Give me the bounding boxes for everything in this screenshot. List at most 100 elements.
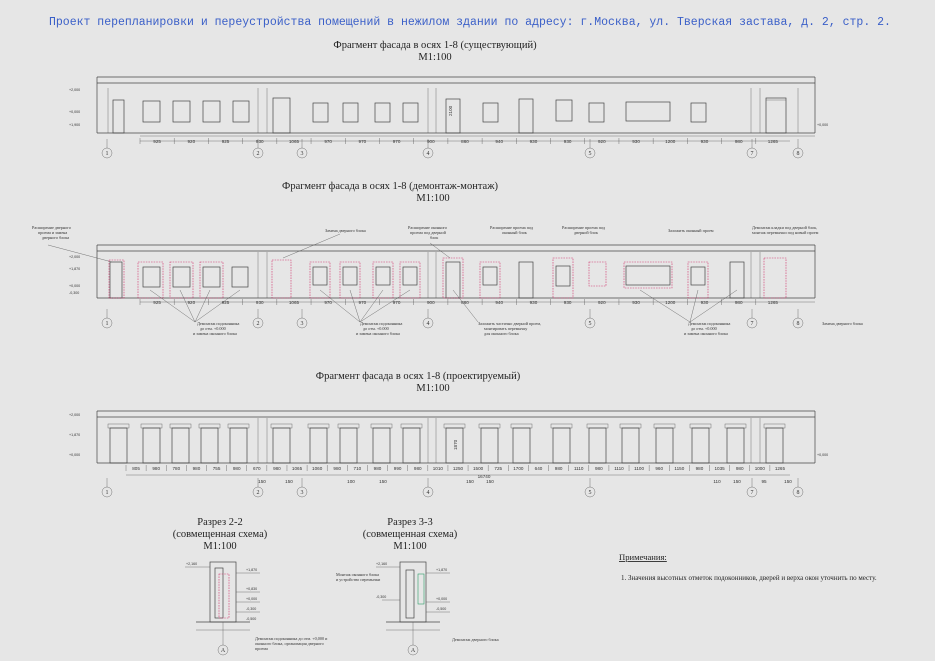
door-opening [552,427,571,464]
facade3-axis-bubble [296,486,308,498]
svg-text:М1:100: М1:100 [203,541,236,552]
facade3-dim-label: 1035 [714,466,725,471]
facade1-dim-label: 930 [632,139,640,144]
facade2-axis-bubble [584,317,596,329]
facade3-subdim-label: 150 [379,479,387,484]
door-opening [272,427,291,464]
note-door-partial-close: Заложить частично дверной проем, монтиров… [478,321,541,336]
facade3-dim-label: 780 [172,466,180,471]
section22-header: Разрез 2-2 (совмещенная схема) М1:100 [173,517,268,552]
note-sill-removal-2: Демонтаж подоконника до отм. +0.000 и заме… [356,321,402,336]
facade3-dimension-row: 805 980 780 980 755 980 670 980 1065 1060 980 710 98… [125,465,785,471]
svg-text:+0,000: +0,000 [436,597,447,601]
facade3-axis-label: 2 [257,490,260,496]
facade1-axis-row: 1 2 3 4 5 7 8 [101,139,804,159]
facade1-title: Фрагмент фасада в осях 1-8 (существующий… [333,40,537,51]
facade2-axis-label: 8 [797,321,800,327]
door-opening [588,427,607,464]
facade2-dim-label: 860 [461,300,469,305]
facade3-subdim-label: 150 [784,479,792,484]
facade2-axis-label: 1 [106,321,109,327]
facade2-dim-label: 970 [359,300,367,305]
facade1-axis-label: 5 [589,151,592,157]
facade3-axis-label: 8 [797,490,800,496]
facade1-axis-label: 4 [427,151,430,157]
door-opening [402,427,421,464]
facade3-title: Фрагмент фасада в осях 1-8 (проектируемы… [316,371,521,382]
facade1-levels: +2,000 +0,000 +1,900 +0,000 [69,88,828,127]
door-opening [309,427,328,464]
facade1-dim-label: 970 [324,139,332,144]
facade3-axis-label: 1 [106,490,109,496]
facade2-dim-label: 930 [530,300,538,305]
facade2-axis-bubble [296,317,308,329]
door-opening [512,427,531,464]
lintel [510,423,533,429]
facade3-axis-bubble [422,486,434,498]
facade3-total: 16740 [478,474,491,479]
facade1-dim-label: 940 [495,139,503,144]
facade3-dim-label: 710 [354,466,362,471]
facade2-dim-label: 930 [701,300,709,305]
facade2-levels: +2,000 +1,870 +0,000 -0,300 [69,255,80,295]
facade3-dim-label: 980 [233,466,241,471]
note-door-widen-left: Расширение дверного проема и замена дверно… [32,225,71,240]
facade3-axis-label: 5 [589,490,592,496]
facade2-scale: М1:100 [416,193,449,204]
note-widen-door: Расширение проема под дверной блок [562,225,606,235]
facade3-subdim-label: 150 [486,479,494,484]
facade3-axis-bubble [101,486,113,498]
facade3-dim-label: 1700 [513,466,524,471]
note-sill-removal-3: Демонтаж подоконника до отм. +0.000 и заме… [684,321,730,336]
facade3-dim-label: 755 [213,466,221,471]
facade2-axis-row: 1 2 3 4 5 7 8 [101,309,804,329]
door-opening [171,427,190,464]
door-opening [726,427,745,464]
lintel [198,423,221,429]
facade3-dim-label: 980 [273,466,281,471]
facade2-dim-label: 1065 [289,300,300,305]
facade3-dim-label: 980 [152,466,160,471]
facade3-axis-bubble [584,486,596,498]
facade1-dimension-row: 925 920 925 930 1065 970 970 970 900 860 940 930 930… [139,138,778,144]
facade3-dim-label: 1100 [634,466,644,471]
svg-text:+2,160: +2,160 [376,562,387,566]
section33-note-left: Монтаж оконного блока и устройство перемы… [336,572,381,582]
facade3-dim-label: 1500 [473,466,484,471]
facade1-axis-bubble [296,147,308,159]
facade1-dim-label: 920 [187,139,195,144]
section22-drawing [185,561,260,656]
facade3-subdim-label: 100 [347,479,355,484]
lintel [370,423,393,429]
facade3-dim-label: 1010 [433,466,444,471]
section33-levels: +2,160 +1,870 +0,000 -0,300 -0,500 [376,562,447,611]
sheet-header: Проект перепланировки и переустройства п… [49,16,891,29]
svg-text:+1,870: +1,870 [69,267,80,271]
svg-text:+2,160: +2,160 [186,562,197,566]
svg-text:(совмещенная схема): (совмещенная схема) [363,529,458,540]
svg-text:-0,500: -0,500 [246,617,256,621]
notes-title: Примечания: [619,552,667,562]
note-door-replace: Замена дверного блока [325,228,366,233]
note-window-to-door: Расширение оконного проема под дверной бло… [408,225,447,240]
lintel [337,423,360,429]
section22-levels: +2,160 +1,870 +0,830 +0,000 -0,300 -0,50… [186,562,257,621]
lintel [270,423,293,429]
door-opening [691,427,710,464]
facade3-axis-bubble [252,486,264,498]
facade3-sub-dimension-row: 150 150 100 150 150 150 110 150 95 150 [258,479,792,484]
lintel [140,423,163,429]
facade3-axis-bubble [792,486,804,498]
facade3-subdim-label: 150 [285,479,293,484]
facade2-dim-label: 925 [222,300,230,305]
lintel [550,423,573,429]
lintel [227,423,250,429]
facade3-subdim-label: 150 [733,479,741,484]
facade2-axis-bubble [252,317,264,329]
facade2-dim-label: 930 [564,300,572,305]
facade3-dim-label: 1065 [292,466,303,471]
facade2-dim-label: 930 [256,300,264,305]
lintel [619,423,642,429]
facade3-dim-label: 805 [132,466,140,471]
svg-text:+0,000: +0,000 [817,453,828,457]
